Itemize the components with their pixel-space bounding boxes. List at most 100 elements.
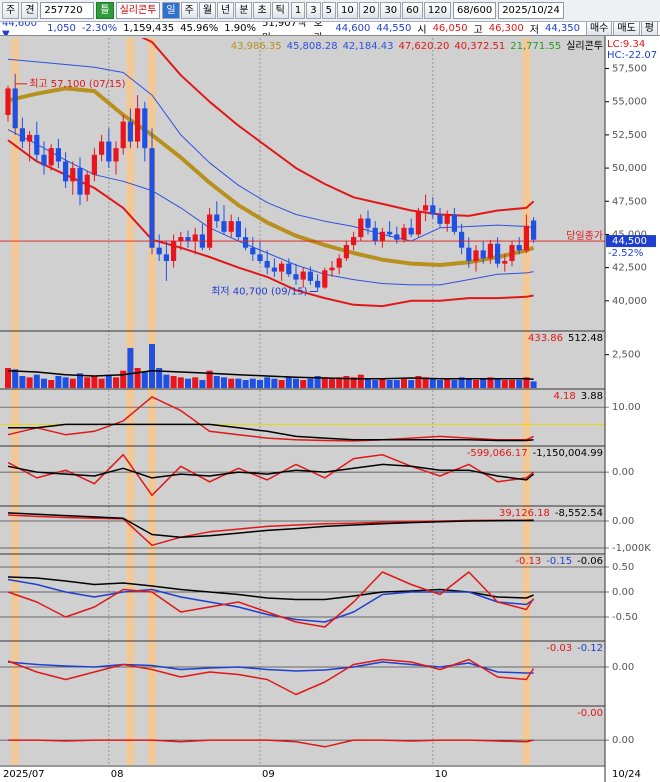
indicator-line (7, 463, 535, 481)
count-input[interactable]: 68/600 (453, 2, 497, 19)
y-tick-label: 55,000 (612, 97, 647, 108)
interval-button[interactable]: 5 (321, 2, 336, 19)
indicator-line (7, 129, 534, 286)
order-button[interactable]: 평 (640, 22, 658, 35)
x-end-label: 10/24 (612, 769, 641, 780)
candle-body (106, 141, 112, 162)
rate: -2.30% (81, 23, 118, 34)
volume-bar (429, 378, 436, 388)
market-select[interactable]: 주 (2, 2, 20, 19)
candle-body (502, 260, 508, 264)
y-tick-label: 2,500 (612, 350, 641, 361)
open: 46,050 (432, 23, 468, 34)
order-button[interactable]: 매수 (585, 22, 613, 35)
y-tick-label: 42,500 (612, 263, 647, 274)
volume: 1,159,435 (123, 23, 175, 34)
y-tick-label: -1,000K (612, 543, 651, 554)
volume-bar (278, 380, 285, 388)
panel-header: -0.13 (515, 556, 541, 567)
volume-bar (242, 380, 249, 388)
volume-bar (372, 380, 379, 388)
y-tick-label: 0.00 (612, 467, 634, 478)
closing-label: 당일종가 (566, 230, 603, 242)
volume-bar (393, 380, 400, 388)
candle-body (315, 280, 321, 288)
y-tick-label: 50,000 (612, 163, 647, 174)
period-button[interactable]: 분 (235, 2, 253, 19)
volume-bar (365, 378, 371, 388)
candle-body (401, 227, 407, 240)
interval-button[interactable]: 3 (306, 2, 321, 19)
hc-label: HC:-22.07 (607, 50, 657, 61)
y-tick-label: 40,000 (612, 296, 647, 307)
candle-body (127, 121, 133, 142)
candle-body (27, 134, 33, 142)
tag-button[interactable]: 틀 (96, 2, 114, 19)
interval-button[interactable]: 10 (336, 2, 358, 19)
panel-header: 43,986.35 (231, 41, 282, 52)
interval-button[interactable]: 30 (380, 2, 402, 19)
volume-bar (487, 377, 494, 388)
candle-body (459, 231, 465, 248)
quote-bar: 44,600 ▼ 1,050 -2.30% 1,159,435 45.96% 1… (0, 22, 660, 36)
interval-button[interactable]: 120 (423, 2, 451, 19)
indicator-line (140, 38, 535, 217)
period-button[interactable]: 일 (162, 2, 180, 19)
volume-bar (149, 344, 155, 388)
period-button[interactable]: 년 (217, 2, 235, 19)
indicator-line (8, 739, 534, 748)
y-tick-label: 0.50 (612, 562, 634, 573)
candle-body (12, 88, 18, 129)
interval-button[interactable]: 20 (358, 2, 380, 19)
volume-bar (386, 380, 393, 388)
volume-bar (26, 377, 33, 388)
highlight (126, 38, 135, 765)
volume-bar (494, 378, 501, 388)
interval-button[interactable]: 60 (402, 2, 423, 19)
candle-body (531, 220, 537, 240)
candle-body (221, 221, 227, 232)
axis-bg (605, 36, 660, 782)
period-button[interactable]: 초 (253, 2, 271, 19)
indicator-line (7, 396, 534, 442)
indicator-line (7, 576, 534, 601)
date-input[interactable]: 2025/10/24 (498, 2, 564, 19)
candle-body (257, 254, 263, 261)
volume-bar (98, 378, 105, 388)
volume-bar (156, 368, 163, 388)
indicator-line (7, 514, 534, 547)
order-button[interactable]: 매도 (613, 22, 640, 35)
panel-header: -599,066.17 (467, 448, 528, 459)
candle-body (444, 214, 450, 224)
candle-body (19, 128, 25, 142)
candle-body (41, 154, 47, 166)
period-button[interactable]: 틱 (271, 2, 289, 19)
period-button[interactable]: 월 (198, 2, 217, 19)
volume-bar (307, 378, 314, 388)
y-tick-label: 52,500 (612, 130, 647, 141)
volume-bar (141, 372, 148, 388)
volume-bar (55, 376, 62, 388)
current-box (606, 235, 656, 248)
volume-bar (329, 378, 335, 388)
candle-body (214, 214, 220, 222)
candle-body (77, 168, 83, 195)
panel-header: 47,620.20 (398, 41, 449, 52)
volume-bar (113, 377, 119, 388)
candle-body (415, 210, 421, 235)
amount: 51,907백만 (262, 22, 307, 35)
candle-body (437, 214, 443, 224)
order-buttons: 매수 매도 평 (585, 22, 658, 35)
candle-body (250, 247, 256, 255)
code-input[interactable]: 257720 (40, 2, 95, 19)
volume-bar (105, 374, 112, 388)
period-button[interactable]: 주 (180, 2, 198, 19)
volume-bar (321, 377, 328, 388)
interval-button[interactable]: 1 (290, 2, 306, 19)
volume-bar (41, 378, 47, 388)
mode-select[interactable]: 견 (21, 2, 39, 19)
candle-body (243, 237, 249, 248)
candle-body (120, 121, 126, 149)
